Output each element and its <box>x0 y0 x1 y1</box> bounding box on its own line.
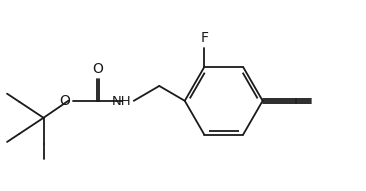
Text: F: F <box>200 31 208 45</box>
Text: O: O <box>60 94 70 108</box>
Text: O: O <box>93 62 103 76</box>
Text: NH: NH <box>111 95 131 108</box>
